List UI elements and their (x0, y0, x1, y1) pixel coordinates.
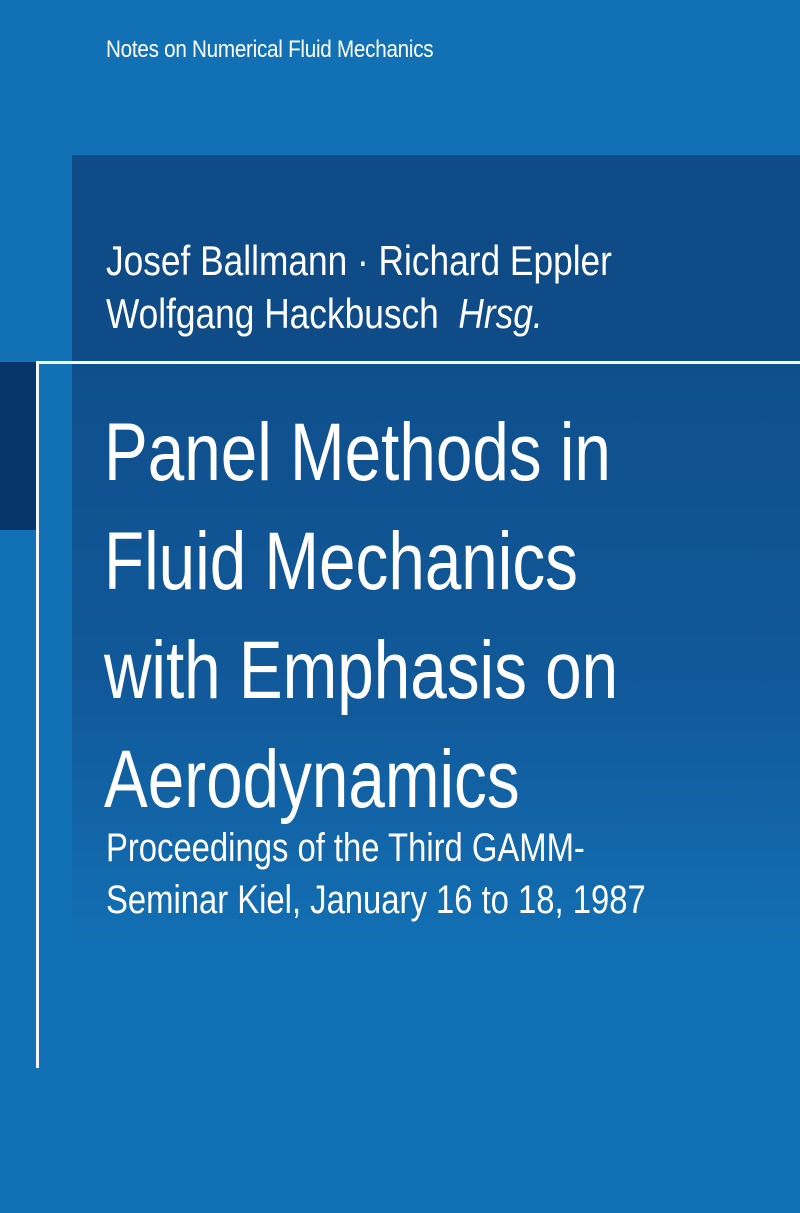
book-title: Panel Methods in Fluid Mechanics with Em… (104, 398, 618, 834)
title-line: Fluid Mechanics (104, 516, 578, 607)
authors-line-2: Wolfgang Hackbusch Hrsg. (106, 287, 612, 340)
author-panel (72, 155, 800, 362)
subtitle-line: Proceedings of the Third GAMM- (106, 826, 585, 870)
book-subtitle: Proceedings of the Third GAMM- Seminar K… (106, 822, 646, 926)
horizontal-rule (36, 361, 800, 364)
series-title: Notes on Numerical Fluid Mechanics (106, 36, 434, 63)
authors-line-1: Josef Ballmann · Richard Eppler (106, 237, 612, 284)
authors: Josef Ballmann · Richard Eppler Wolfgang… (106, 234, 612, 340)
author-name: Wolfgang Hackbusch (106, 290, 439, 337)
title-line: with Emphasis on (104, 625, 619, 716)
subtitle-line: Seminar Kiel, January 16 to 18, 1987 (106, 878, 646, 922)
spine-accent-block (0, 362, 37, 530)
vertical-rule (36, 361, 39, 1068)
editor-role: Hrsg. (458, 290, 543, 337)
title-panel (72, 362, 800, 962)
title-line: Aerodynamics (104, 734, 520, 825)
title-line: Panel Methods in (104, 407, 611, 498)
